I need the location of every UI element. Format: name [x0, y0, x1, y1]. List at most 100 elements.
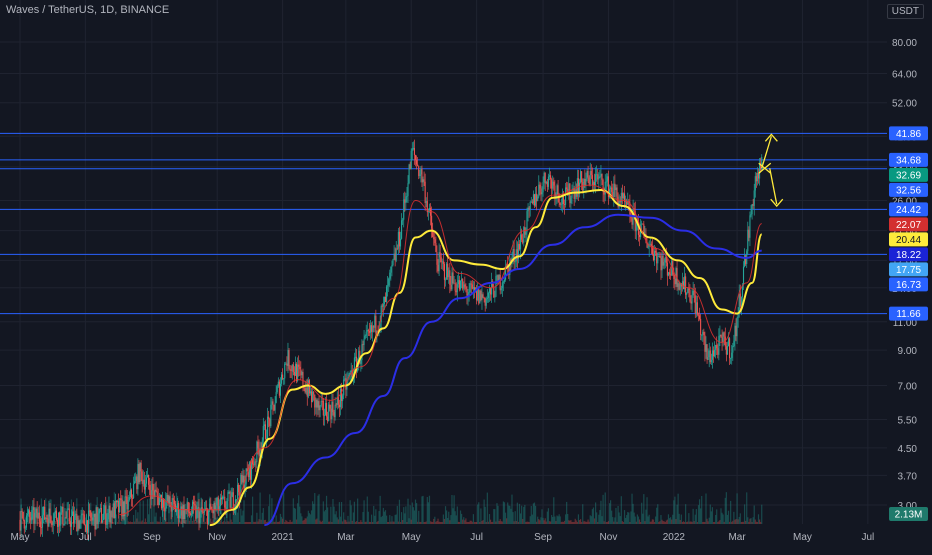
volume-bar: [369, 521, 372, 524]
candle-body: [93, 513, 95, 518]
volume-bar: [697, 505, 700, 524]
candle-body: [392, 259, 394, 266]
volume-bar: [276, 521, 278, 524]
volume-bar: [119, 515, 121, 524]
price-badge[interactable]: [889, 262, 928, 277]
volume-bar: [761, 504, 763, 524]
candle-body: [291, 364, 293, 371]
price-badge[interactable]: [889, 217, 928, 232]
volume-bar: [424, 521, 426, 524]
candle-body: [620, 192, 622, 203]
candle-body: [493, 286, 495, 298]
volume-bar: [752, 517, 754, 524]
candle-body: [494, 296, 496, 298]
candle-body: [253, 464, 255, 466]
candle-body: [309, 391, 312, 394]
price-badge[interactable]: [889, 232, 928, 247]
volume-badge[interactable]: [889, 507, 928, 521]
volume-bar: [607, 521, 610, 524]
volume-bar: [560, 521, 562, 524]
currency-label[interactable]: USDT: [886, 4, 924, 19]
volume-bar: [682, 521, 685, 524]
arrow-down-line[interactable]: [769, 168, 778, 205]
series-line[interactable]: [209, 189, 763, 527]
candle-body: [278, 381, 280, 396]
volume-bar: [575, 520, 577, 524]
candle-body: [726, 346, 728, 355]
candle-body: [283, 378, 285, 380]
series-line[interactable]: [264, 213, 762, 527]
price-badge[interactable]: [889, 167, 928, 182]
candle-body: [94, 513, 96, 530]
volume-bar: [470, 520, 472, 524]
candle-body: [369, 325, 372, 333]
candle-body: [215, 505, 217, 511]
volume-bar: [723, 521, 725, 524]
candle-body: [465, 286, 467, 290]
candle-body: [623, 193, 626, 202]
price-badge[interactable]: [889, 202, 928, 217]
volume-bar: [131, 522, 134, 524]
candle-body: [333, 412, 335, 418]
candle-body: [98, 508, 100, 514]
candle-body: [318, 401, 320, 411]
volume-bar: [456, 506, 458, 524]
candle-body: [625, 201, 627, 203]
candle-body: [744, 255, 746, 267]
volume-bar: [702, 521, 704, 524]
candle-body: [218, 506, 220, 511]
volume-bar: [657, 504, 659, 524]
candle-body: [756, 173, 758, 182]
volume-bar: [412, 507, 414, 524]
candle-body: [522, 239, 524, 243]
candle-body: [171, 498, 173, 512]
price-badge[interactable]: [889, 247, 928, 262]
volume-bar: [463, 517, 465, 524]
candle-body: [725, 346, 727, 355]
candle-body: [559, 202, 561, 205]
volume-bar: [536, 521, 538, 524]
price-badge[interactable]: [889, 126, 928, 141]
candle-body: [294, 363, 297, 376]
candle-body: [628, 201, 630, 203]
candle-body: [416, 160, 418, 165]
arrow-up-line[interactable]: [761, 136, 772, 169]
time-axis[interactable]: May Jul Sep Nov 2021 Mar May Jul Sep Nov 2022 Mar Ma…: [11, 532, 875, 543]
price-badge[interactable]: [889, 152, 928, 167]
candle-body: [682, 281, 685, 290]
candle-body: [54, 510, 56, 514]
volume-bar: [643, 494, 645, 524]
volume-bar: [316, 518, 318, 524]
volume-bar: [103, 520, 105, 524]
volume-bar: [631, 493, 633, 524]
volume-bar: [701, 495, 703, 524]
volume-bar: [188, 520, 190, 524]
candle-body: [702, 331, 704, 335]
volume-bar: [405, 506, 407, 524]
volume-bar: [693, 521, 695, 524]
volume-bar: [153, 494, 155, 524]
candle-body: [37, 512, 39, 519]
candle-body: [386, 286, 388, 303]
volume-bar: [640, 521, 642, 524]
candle-body: [661, 255, 663, 271]
candle-body: [435, 242, 437, 252]
volume-bar: [272, 518, 274, 524]
volume-bar: [745, 520, 747, 524]
price-tick-label: 4.50: [898, 444, 918, 455]
price-badge[interactable]: [889, 182, 928, 197]
candle-body: [100, 508, 103, 523]
price-badge[interactable]: [889, 306, 928, 321]
candle-body: [508, 265, 510, 275]
volume-bar: [138, 521, 140, 524]
candle-body: [120, 498, 122, 500]
price-tick-label: 3.70: [898, 471, 918, 482]
candle-body: [66, 508, 68, 518]
volume-bar: [413, 510, 416, 524]
candle-body: [264, 424, 267, 440]
price-badge[interactable]: [889, 277, 928, 292]
candle-body: [478, 287, 480, 304]
candle-body: [712, 350, 715, 357]
series-line[interactable]: [118, 184, 763, 516]
